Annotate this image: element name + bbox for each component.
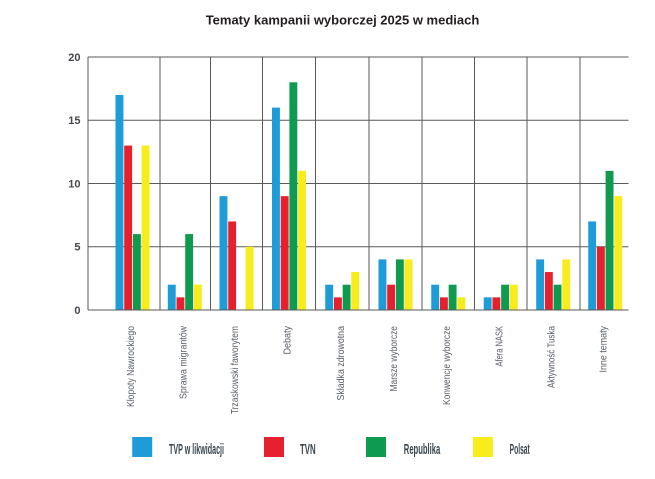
- svg-text:Afera NASK: Afera NASK: [494, 326, 505, 367]
- svg-text:Marsze wyborcze: Marsze wyborcze: [389, 326, 400, 392]
- svg-text:15: 15: [68, 115, 80, 127]
- svg-text:Debaty: Debaty: [283, 326, 294, 355]
- svg-text:5: 5: [74, 242, 80, 254]
- svg-text:Polsat: Polsat: [510, 442, 530, 458]
- svg-text:10: 10: [68, 178, 80, 190]
- svg-text:Kłopoty Nawrockiego: Kłopoty Nawrockiego: [126, 326, 137, 407]
- svg-text:Inne tematy: Inne tematy: [599, 326, 610, 373]
- svg-text:Konwencje wyborcze: Konwencje wyborcze: [442, 326, 453, 405]
- svg-text:Sprawa migrantów: Sprawa migrantów: [178, 325, 189, 399]
- svg-text:Tematy kampanii wyborczej 2025: Tematy kampanii wyborczej 2025 w mediach: [206, 12, 480, 27]
- svg-text:Republika: Republika: [404, 442, 441, 458]
- svg-text:Trzaskowski faworytem: Trzaskowski faworytem: [230, 326, 241, 414]
- svg-text:20: 20: [68, 52, 80, 64]
- svg-text:TVP w likwidacji: TVP w likwidacji: [169, 442, 224, 458]
- svg-text:TVN: TVN: [300, 442, 316, 458]
- svg-text:0: 0: [74, 305, 80, 317]
- svg-text:Składka zdrowotna: Składka zdrowotna: [336, 326, 347, 401]
- svg-text:Aktywność Tuska: Aktywność Tuska: [547, 326, 558, 388]
